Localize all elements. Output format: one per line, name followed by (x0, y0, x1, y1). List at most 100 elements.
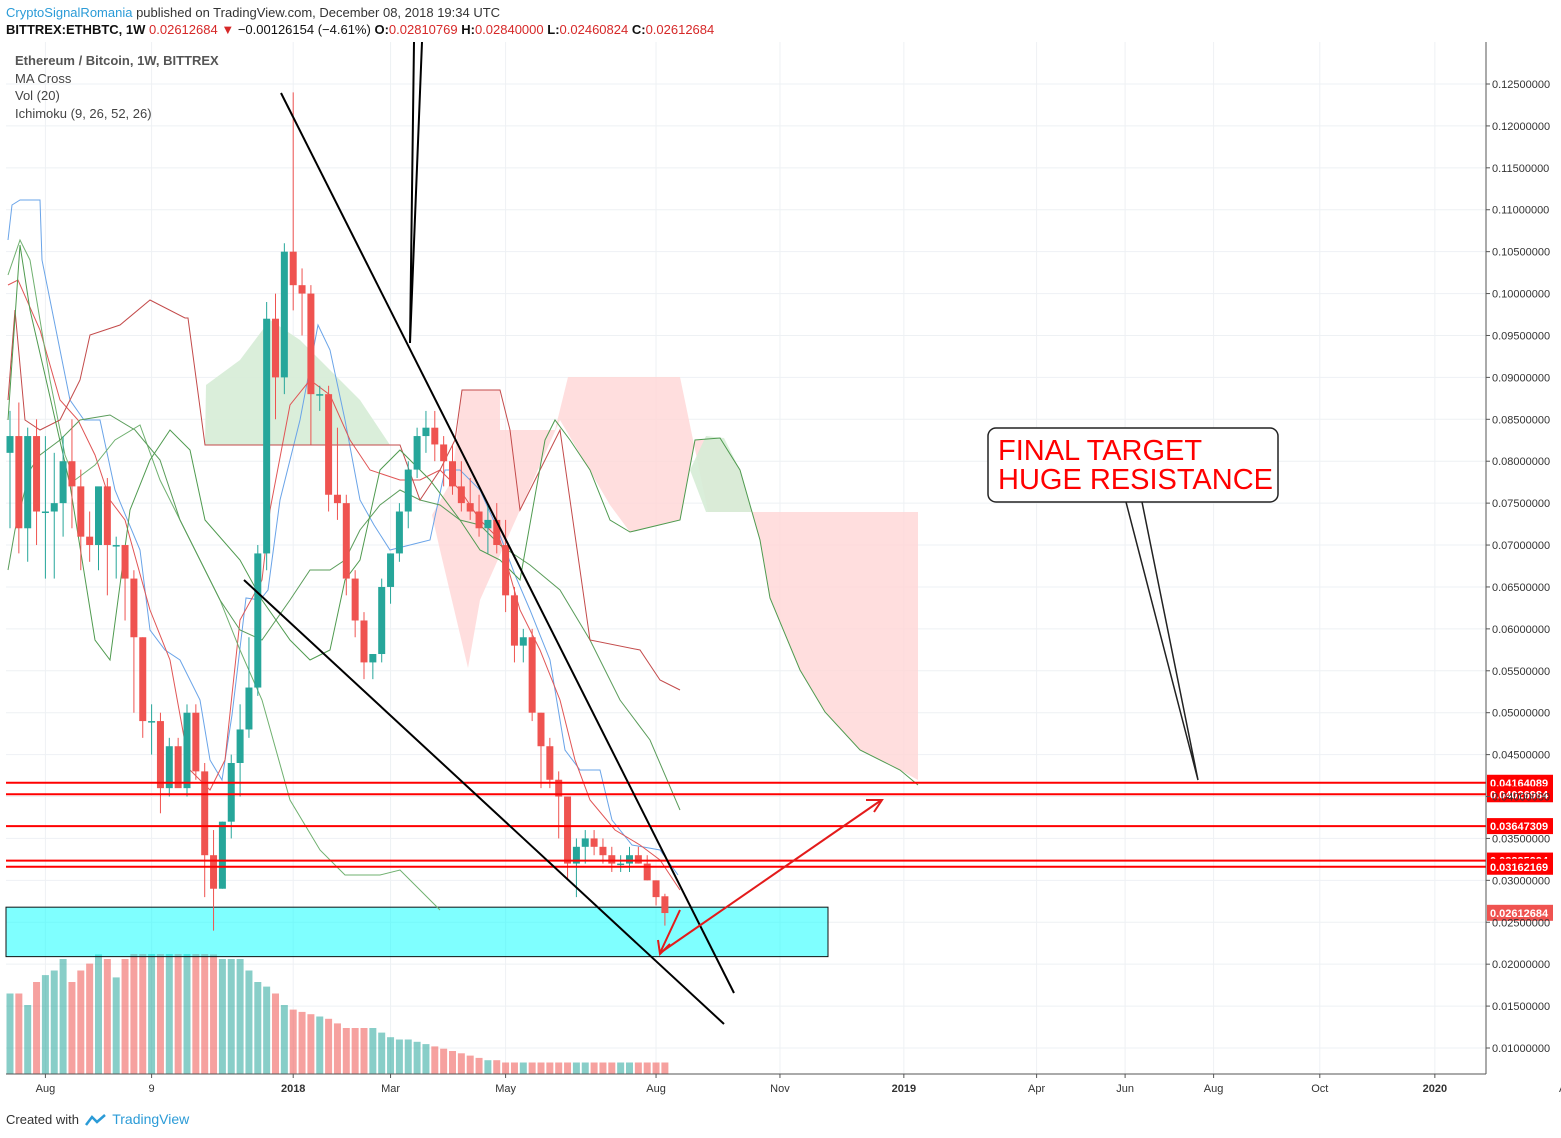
price-tick-label: 0.12000000 (1492, 121, 1550, 133)
candle-body (201, 771, 209, 856)
volume-bar (263, 986, 271, 1074)
target-arrowhead-icon (866, 799, 884, 813)
down-arrow-icon: ▼ (221, 22, 235, 37)
volume-bar (325, 1018, 333, 1074)
candle-body (183, 712, 191, 789)
volume-bar (148, 954, 156, 1074)
price-tick-label: 0.03500000 (1492, 833, 1550, 845)
volume-bar (174, 954, 182, 1074)
volume-bar (395, 1039, 403, 1074)
study-volume[interactable]: Vol (20) (15, 88, 60, 103)
candle-body (210, 855, 218, 889)
volume-bar (387, 1037, 395, 1074)
candle-body (643, 863, 651, 881)
volume-bar (351, 1028, 359, 1074)
candle-body (493, 519, 501, 546)
candle-body (245, 687, 253, 730)
volume-bar (41, 975, 49, 1074)
price-tick-label: 0.04000000 (1492, 792, 1550, 804)
time-tick-label: Aug (646, 1083, 666, 1095)
close-value: 0.02612684 (645, 22, 715, 37)
volume-bar (590, 1062, 598, 1074)
low-label: L: (547, 22, 560, 37)
high-label: H: (461, 22, 475, 37)
dip-arrowhead-icon (657, 939, 671, 957)
volume-bar (6, 993, 14, 1074)
volume-bar (510, 1062, 518, 1074)
volume-bar (342, 1028, 350, 1074)
volume-bar (130, 954, 138, 1074)
candle-body (192, 712, 200, 772)
time-tick-label: Mar (381, 1083, 400, 1095)
candle-body (351, 578, 359, 621)
price-level-tag-label: 0.04026984 (1490, 789, 1549, 801)
candle-body (112, 545, 120, 547)
candle-body (68, 461, 76, 487)
volume-bar (103, 959, 111, 1074)
candle-body (148, 721, 156, 723)
volume-bar (581, 1062, 589, 1074)
tradingview-brand[interactable]: TradingView (112, 1111, 190, 1127)
price-level-tag-label: 0.03647309 (1490, 821, 1548, 833)
volume-bars (6, 954, 669, 1074)
candle-body (404, 469, 412, 512)
candle-body (15, 436, 23, 529)
candle-body (652, 880, 660, 898)
candle-body (139, 637, 147, 722)
volume-bar (617, 1062, 625, 1074)
publish-line: CryptoSignalRomania published on Trading… (6, 5, 500, 20)
vertical-spike-line (409, 41, 423, 344)
volume-bar (68, 982, 76, 1074)
candle-body (528, 637, 536, 713)
callout-line-1: FINAL TARGET (998, 435, 1202, 467)
volume-bar (121, 959, 129, 1074)
volume-bar (572, 1062, 580, 1074)
price-tick-label: 0.09000000 (1492, 372, 1550, 384)
cloud-bearish (432, 377, 918, 780)
high-value: 0.02840000 (474, 22, 544, 37)
symbol-title[interactable]: Ethereum / Bitcoin, 1W, BITTREX (15, 53, 219, 68)
candle-body (130, 578, 138, 638)
target-arrow-line (659, 800, 881, 954)
volume-bar (77, 970, 85, 1074)
senkou-span-a-line (7, 299, 681, 691)
time-tick-label: 9 (149, 1083, 155, 1095)
volume-bar (652, 1062, 660, 1074)
candle-body (307, 293, 315, 395)
candle-body (236, 729, 244, 763)
lower-trendline (243, 579, 725, 1025)
volume-bar (59, 959, 67, 1074)
candle-body (369, 654, 377, 663)
cloud-bullish (690, 436, 752, 512)
candle-body (395, 511, 403, 554)
price-tick-label: 0.07500000 (1492, 498, 1550, 510)
study-ma-cross[interactable]: MA Cross (15, 70, 72, 86)
candle-body (360, 620, 368, 663)
volume-bar (360, 1028, 368, 1074)
callout-pointer (1125, 501, 1199, 781)
author-link[interactable]: CryptoSignalRomania (6, 5, 133, 20)
tenkan-sen-line (7, 199, 679, 876)
candle-body (581, 838, 589, 847)
volume-bar (227, 959, 235, 1074)
price-change: −0.00126154 (−4.61%) (237, 22, 371, 37)
volume-bar (183, 954, 191, 1074)
candle-body (342, 503, 350, 579)
candle-body (121, 545, 129, 579)
study-ichimoku[interactable]: Ichimoku (9, 26, 52, 26) (15, 105, 152, 121)
time-tick-label: Aug (1204, 1083, 1224, 1095)
candle-body (608, 855, 616, 864)
candle-body (174, 746, 182, 789)
candle-body (77, 486, 85, 537)
volume-bar (626, 1062, 633, 1074)
cloud-bullish (205, 320, 390, 445)
time-tick-label: 2020 (1423, 1083, 1447, 1095)
time-tick-label: Nov (770, 1083, 790, 1095)
volume-bar (413, 1041, 421, 1074)
last-price: 0.02612684 (149, 22, 218, 37)
volume-bar (139, 954, 147, 1074)
candle-body (510, 595, 518, 646)
candle-body (263, 318, 271, 554)
volume-bar (457, 1053, 465, 1074)
